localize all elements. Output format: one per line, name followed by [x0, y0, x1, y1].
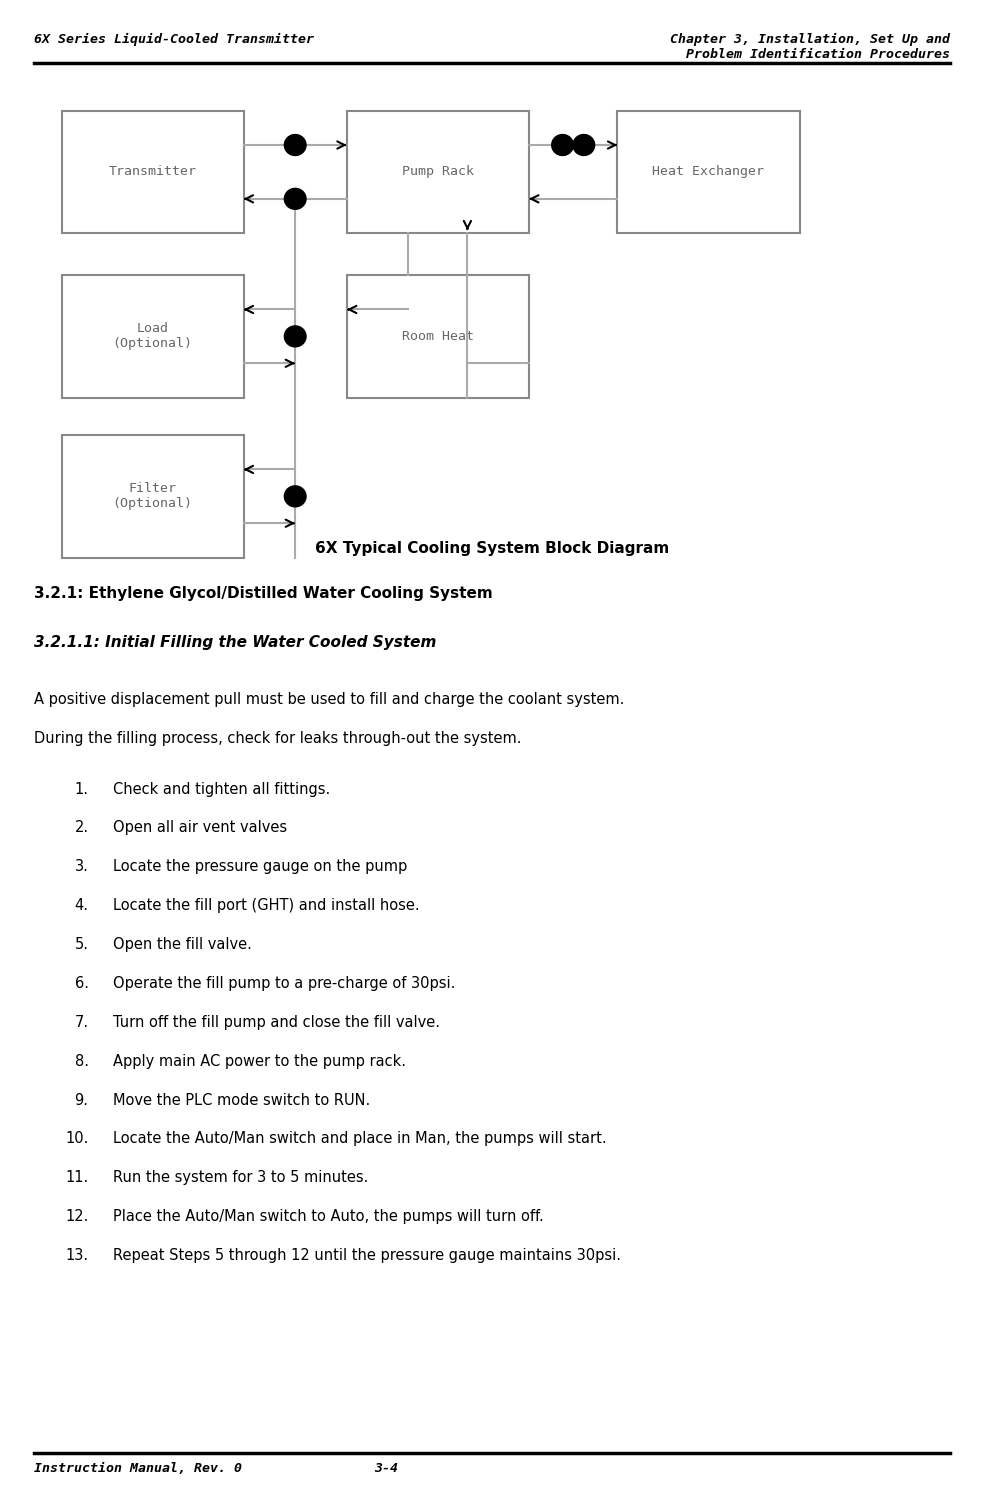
Text: Move the PLC mode switch to RUN.: Move the PLC mode switch to RUN.	[113, 1093, 370, 1108]
Ellipse shape	[284, 188, 306, 209]
Ellipse shape	[552, 135, 574, 155]
Text: Place the Auto/Man switch to Auto, the pumps will turn off.: Place the Auto/Man switch to Auto, the p…	[113, 1209, 544, 1224]
Bar	[61, 435, 244, 558]
Text: Run the system for 3 to 5 minutes.: Run the system for 3 to 5 minutes.	[113, 1171, 369, 1186]
Text: Load
(Optional): Load (Optional)	[112, 323, 193, 350]
Bar	[618, 111, 800, 233]
Text: Turn off the fill pump and close the fill valve.: Turn off the fill pump and close the fil…	[113, 1015, 440, 1030]
Text: 5.: 5.	[75, 937, 89, 952]
Text: Locate the Auto/Man switch and place in Man, the pumps will start.: Locate the Auto/Man switch and place in …	[113, 1132, 607, 1147]
Text: Locate the fill port (GHT) and install hose.: Locate the fill port (GHT) and install h…	[113, 898, 420, 913]
Text: Chapter 3, Installation, Set Up and
Problem Identification Procedures: Chapter 3, Installation, Set Up and Prob…	[669, 33, 950, 61]
Text: 11.: 11.	[65, 1171, 89, 1186]
Bar	[347, 111, 529, 233]
Text: Instruction Manual, Rev. 0: Instruction Manual, Rev. 0	[34, 1462, 242, 1476]
Text: 7.: 7.	[75, 1015, 89, 1030]
Text: Transmitter: Transmitter	[108, 166, 197, 178]
Text: 4.: 4.	[75, 898, 89, 913]
Ellipse shape	[284, 486, 306, 507]
Text: 2.: 2.	[75, 821, 89, 836]
Text: 6X Typical Cooling System Block Diagram: 6X Typical Cooling System Block Diagram	[315, 541, 669, 556]
Text: Operate the fill pump to a pre-charge of 30psi.: Operate the fill pump to a pre-charge of…	[113, 976, 456, 991]
Text: 6X Series Liquid-Cooled Transmitter: 6X Series Liquid-Cooled Transmitter	[34, 33, 315, 46]
Text: Open all air vent valves: Open all air vent valves	[113, 821, 287, 836]
Text: 1.: 1.	[75, 782, 89, 797]
Bar	[61, 275, 244, 398]
Text: Open the fill valve.: Open the fill valve.	[113, 937, 252, 952]
Ellipse shape	[284, 326, 306, 347]
Text: 3.: 3.	[75, 860, 89, 875]
Text: Locate the pressure gauge on the pump: Locate the pressure gauge on the pump	[113, 860, 407, 875]
Text: 3.2.1.1: Initial Filling the Water Cooled System: 3.2.1.1: Initial Filling the Water Coole…	[34, 635, 437, 650]
Ellipse shape	[284, 135, 306, 155]
Text: Heat Exchanger: Heat Exchanger	[652, 166, 765, 178]
Text: 3.2.1: Ethylene Glycol/Distilled Water Cooling System: 3.2.1: Ethylene Glycol/Distilled Water C…	[34, 586, 493, 601]
Text: 10.: 10.	[65, 1132, 89, 1147]
Ellipse shape	[573, 135, 594, 155]
Text: Apply main AC power to the pump rack.: Apply main AC power to the pump rack.	[113, 1054, 406, 1069]
Bar	[61, 111, 244, 233]
Text: Pump Rack: Pump Rack	[401, 166, 474, 178]
Text: 6.: 6.	[75, 976, 89, 991]
Text: 13.: 13.	[65, 1248, 89, 1263]
Text: Filter
(Optional): Filter (Optional)	[112, 483, 193, 510]
Text: 12.: 12.	[65, 1209, 89, 1224]
Text: Room Heat: Room Heat	[401, 330, 474, 342]
Bar	[347, 275, 529, 398]
Text: A positive displacement pull must be used to fill and charge the coolant system.: A positive displacement pull must be use…	[34, 692, 625, 707]
Text: Check and tighten all fittings.: Check and tighten all fittings.	[113, 782, 331, 797]
Text: 9.: 9.	[75, 1093, 89, 1108]
Text: During the filling process, check for leaks through-out the system.: During the filling process, check for le…	[34, 731, 522, 746]
Text: 3-4: 3-4	[374, 1462, 398, 1476]
Text: 8.: 8.	[75, 1054, 89, 1069]
Text: Repeat Steps 5 through 12 until the pressure gauge maintains 30psi.: Repeat Steps 5 through 12 until the pres…	[113, 1248, 621, 1263]
